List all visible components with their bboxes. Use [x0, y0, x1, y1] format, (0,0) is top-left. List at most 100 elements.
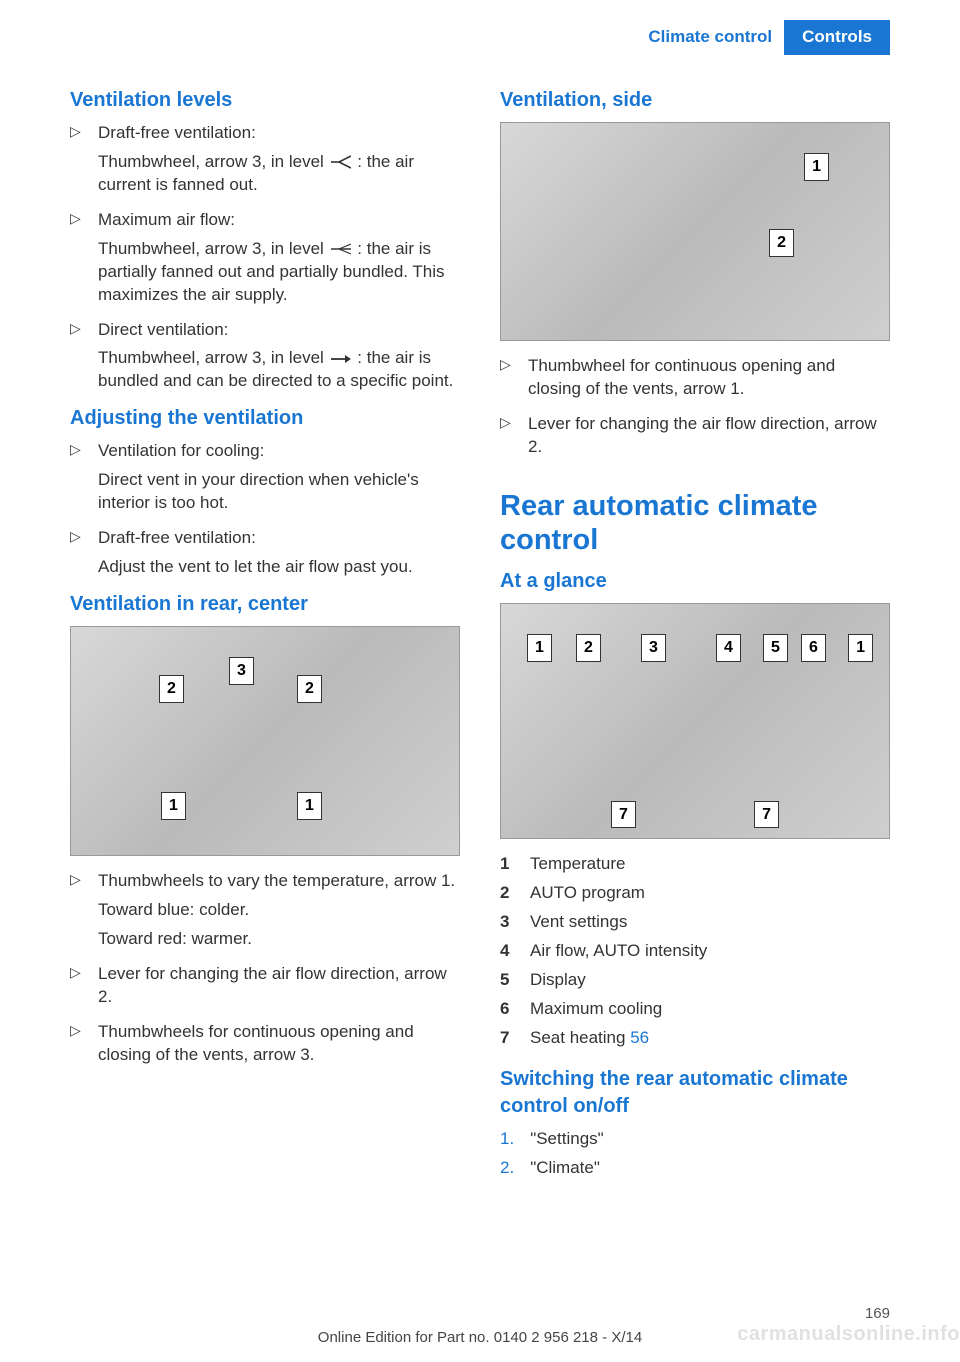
list-item: 3 Vent settings	[500, 911, 890, 934]
item-text: Temperature	[530, 853, 625, 876]
item-number: 4	[500, 940, 514, 963]
header-chapter: Controls	[784, 20, 890, 55]
heading-ventilation-side: Ventilation, side	[500, 87, 890, 114]
list-item: Thumbwheel for continuous opening and cl…	[500, 355, 890, 401]
text: Thumbwheel, arrow 3, in level	[98, 348, 329, 367]
left-column: Ventilation levels Draft-free ventilatio…	[70, 77, 460, 1186]
list-at-a-glance: 1 Temperature 2 AUTO program 3 Vent setting…	[500, 853, 890, 1050]
item-title: Maximum air flow:	[98, 210, 235, 229]
list-rear-center: Thumbwheels to vary the temperature, arr…	[70, 870, 460, 1067]
text: Toward red: warmer.	[98, 928, 460, 951]
header-section: Climate control	[648, 26, 772, 49]
footer-line: Online Edition for Part no. 0140 2 956 2…	[0, 1328, 960, 1348]
right-column: Ventilation, side 1 2 Thumbwheel for con…	[500, 77, 890, 1186]
list-item: 5Display	[500, 969, 890, 992]
page-header: Climate control Controls	[0, 0, 960, 55]
heading-at-a-glance: At a glance	[500, 568, 890, 595]
callout-label: 1	[527, 634, 552, 662]
image-rear-center-vent: 2 3 2 1 1	[70, 626, 460, 856]
item-body: Adjust the vent to let the air flow past…	[98, 556, 460, 579]
item-number: 7	[500, 1027, 514, 1050]
list-item: Draft-free ventilation: Thumbwheel, arro…	[70, 122, 460, 197]
item-title: Draft-free ventilation:	[98, 528, 256, 547]
heading-rear-center: Ventilation in rear, center	[70, 591, 460, 618]
callout-label: 2	[297, 675, 322, 703]
list-item: 2 AUTO program	[500, 882, 890, 905]
list-item: Maximum air flow: Thumbwheel, arrow 3, i…	[70, 209, 460, 307]
text: Lever for changing the air flow directio…	[98, 964, 447, 1006]
text: Lever for changing the air flow directio…	[528, 414, 877, 456]
list-item: Lever for changing the air flow directio…	[500, 413, 890, 459]
fan-spread-icon	[331, 155, 351, 169]
text: Thumbwheels for continuous opening and c…	[98, 1022, 414, 1064]
list-steps: 1. "Settings" 2. "Climate"	[500, 1128, 890, 1180]
list-item: Thumbwheels for continuous opening and c…	[70, 1021, 460, 1067]
list-item: Direct ventilation: Thumbwheel, arrow 3,…	[70, 319, 460, 394]
list-side: Thumbwheel for continuous opening and cl…	[500, 355, 890, 459]
callout-label: 1	[804, 153, 829, 181]
step-text: "Settings"	[530, 1128, 604, 1151]
text: Thumbwheel, arrow 3, in level	[98, 239, 329, 258]
list-item: 2. "Climate"	[500, 1157, 890, 1180]
text: Toward blue: colder.	[98, 899, 460, 922]
item-number: 1	[500, 853, 514, 876]
callout-label: 1	[161, 792, 186, 820]
callout-label: 6	[801, 634, 826, 662]
callout-label: 2	[576, 634, 601, 662]
item-body: Thumbwheel, arrow 3, in level : the air …	[98, 151, 460, 197]
list-item: Lever for changing the air flow directio…	[70, 963, 460, 1009]
text: Seat heating	[530, 1028, 625, 1047]
list-item: Thumbwheels to vary the temperature, arr…	[70, 870, 460, 951]
image-at-a-glance: 1 2 3 4 5 6 1 7 7	[500, 603, 890, 839]
callout-label: 7	[611, 801, 636, 829]
list-item: 7 Seat heating 56	[500, 1027, 890, 1050]
item-number: 6	[500, 998, 514, 1021]
item-text: Display	[530, 969, 586, 992]
text: Thumbwheel, arrow 3, in level	[98, 152, 329, 171]
callout-label: 4	[716, 634, 741, 662]
heading-rear-auto-climate: Rear automatic climate control	[500, 489, 890, 559]
page-content: Ventilation levels Draft-free ventilatio…	[0, 55, 960, 1186]
image-side-vent: 1 2	[500, 122, 890, 341]
item-number: 2	[500, 882, 514, 905]
item-text: Air flow, AUTO intensity	[530, 940, 707, 963]
item-body: Thumbwheel, arrow 3, in level : the air …	[98, 347, 460, 393]
heading-switching-rear-climate: Switching the rear automatic climate con…	[500, 1066, 890, 1120]
item-title: Direct ventilation:	[98, 320, 228, 339]
callout-label: 3	[229, 657, 254, 685]
list-item: Ventilation for cooling: Direct vent in …	[70, 440, 460, 515]
item-text: Seat heating 56	[530, 1027, 649, 1050]
item-body: Thumbwheel, arrow 3, in level : the air …	[98, 238, 460, 307]
list-item: Draft-free ventilation: Adjust the vent …	[70, 527, 460, 579]
item-title: Ventilation for cooling:	[98, 441, 264, 460]
callout-label: 7	[754, 801, 779, 829]
list-item: 1 Temperature	[500, 853, 890, 876]
arrow-direct-icon	[331, 352, 351, 366]
list-item: 4 Air flow, AUTO intensity	[500, 940, 890, 963]
step-number: 1.	[500, 1128, 514, 1151]
list-ventilation-levels: Draft-free ventilation: Thumbwheel, arro…	[70, 122, 460, 393]
callout-label: 1	[848, 634, 873, 662]
item-title: Draft-free ventilation:	[98, 123, 256, 142]
list-item: 1. "Settings"	[500, 1128, 890, 1151]
item-body: Direct vent in your direction when vehic…	[98, 469, 460, 515]
fan-mixed-icon	[331, 242, 351, 256]
item-text: AUTO program	[530, 882, 645, 905]
callout-label: 2	[159, 675, 184, 703]
heading-ventilation-levels: Ventilation levels	[70, 87, 460, 114]
page-link[interactable]: 56	[625, 1028, 649, 1047]
item-text: Vent settings	[530, 911, 627, 934]
callout-label: 1	[297, 792, 322, 820]
step-text: "Climate"	[530, 1157, 600, 1180]
callout-label: 3	[641, 634, 666, 662]
item-number: 3	[500, 911, 514, 934]
list-item: 6 Maximum cooling	[500, 998, 890, 1021]
callout-label: 2	[769, 229, 794, 257]
step-number: 2.	[500, 1157, 514, 1180]
list-adjusting: Ventilation for cooling: Direct vent in …	[70, 440, 460, 579]
page-number: 169	[865, 1304, 890, 1324]
text: Thumbwheel for continuous opening and cl…	[528, 356, 835, 398]
text: Thumbwheels to vary the temperature, arr…	[98, 871, 455, 890]
heading-adjusting-ventilation: Adjusting the ventilation	[70, 405, 460, 432]
item-text: Maximum cooling	[530, 998, 662, 1021]
